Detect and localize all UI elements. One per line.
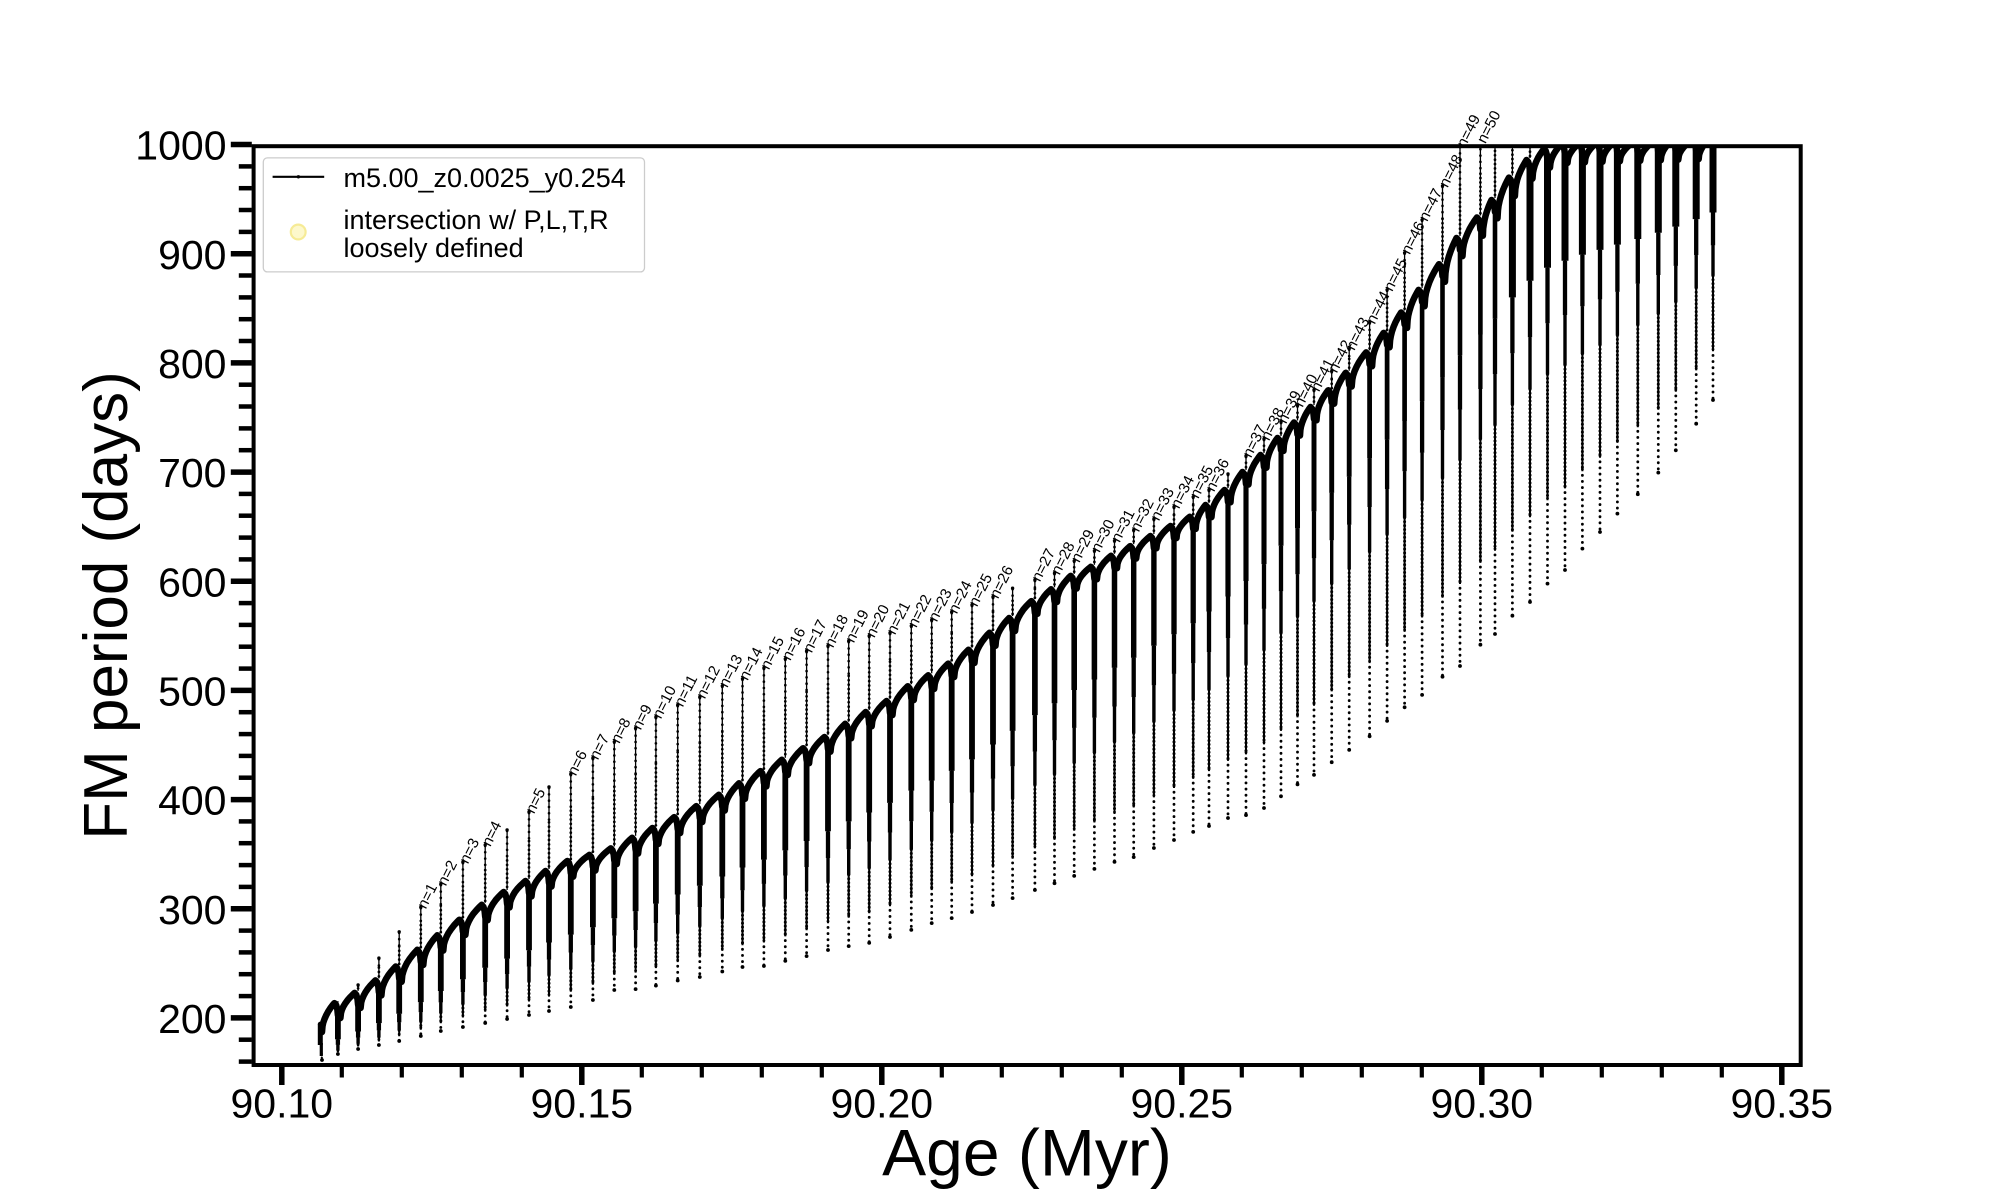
svg-text:FM period (days): FM period (days): [72, 371, 141, 840]
svg-text:500: 500: [158, 669, 226, 715]
svg-text:200: 200: [158, 996, 226, 1042]
svg-text:90.10: 90.10: [230, 1081, 333, 1127]
svg-text:90.15: 90.15: [530, 1081, 633, 1127]
svg-text:Age (Myr): Age (Myr): [882, 1116, 1172, 1190]
svg-text:90.25: 90.25: [1130, 1081, 1233, 1127]
svg-text:90.30: 90.30: [1430, 1081, 1533, 1127]
svg-text:600: 600: [158, 559, 226, 605]
svg-text:900: 900: [158, 232, 226, 278]
svg-text:800: 800: [158, 341, 226, 387]
svg-text:1000: 1000: [135, 123, 226, 169]
svg-text:400: 400: [158, 778, 226, 824]
svg-text:loosely defined: loosely defined: [344, 233, 524, 263]
svg-text:700: 700: [158, 450, 226, 496]
svg-text:m5.00_z0.0025_y0.254: m5.00_z0.0025_y0.254: [344, 163, 626, 193]
svg-text:intersection w/ P,L,T,R: intersection w/ P,L,T,R: [344, 205, 609, 235]
svg-text:90.20: 90.20: [830, 1081, 933, 1127]
svg-text:90.35: 90.35: [1730, 1081, 1833, 1127]
svg-text:300: 300: [158, 887, 226, 933]
